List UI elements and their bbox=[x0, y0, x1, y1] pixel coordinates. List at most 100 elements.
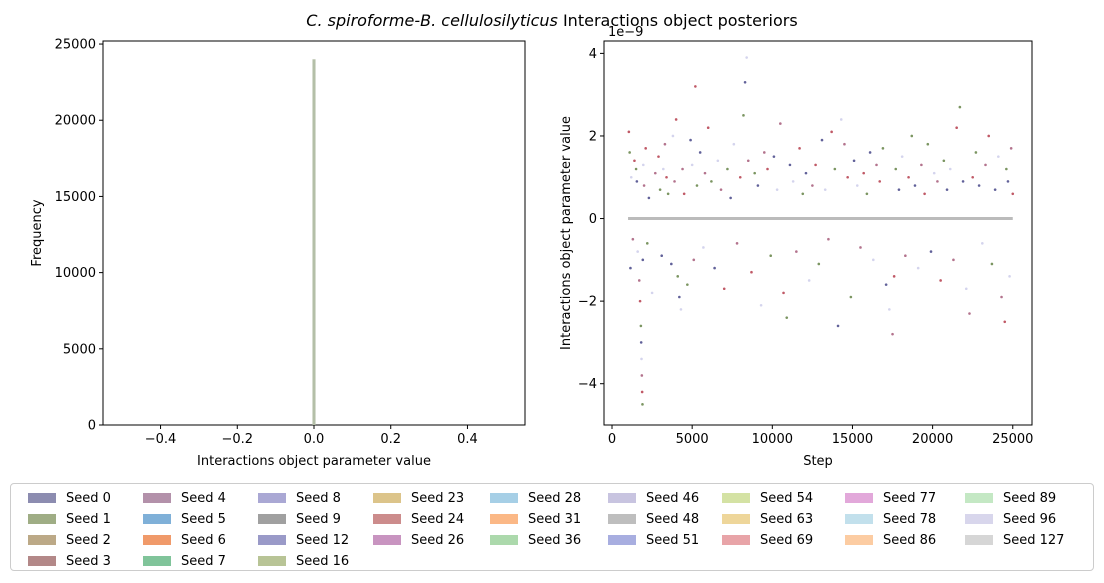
trace-point bbox=[694, 85, 697, 88]
trace-point bbox=[811, 184, 814, 187]
trace-y-axis-label: Interactions object parameter value bbox=[559, 116, 574, 350]
trace-point bbox=[984, 163, 987, 167]
trace-point bbox=[894, 167, 898, 171]
trace-point bbox=[904, 254, 907, 258]
trace-point bbox=[692, 258, 696, 262]
trace-axes: 0 5000 10000 15000 20000 25000 −4 −2 0 2 4 1e−9 S… bbox=[559, 25, 1033, 469]
trace-point bbox=[695, 184, 699, 187]
legend-swatch bbox=[490, 535, 518, 545]
trace-point bbox=[865, 192, 869, 196]
trace-point bbox=[682, 192, 686, 196]
trace-point bbox=[633, 159, 636, 163]
trace-y-tick-label: −4 bbox=[578, 377, 597, 392]
trace-point bbox=[862, 171, 865, 175]
trace-point bbox=[884, 283, 888, 286]
legend-swatch bbox=[845, 514, 873, 524]
legend-label: Seed 7 bbox=[181, 553, 226, 569]
trace-y-tick-label: 2 bbox=[589, 129, 597, 144]
trace-point bbox=[753, 171, 756, 175]
trace-point bbox=[662, 167, 665, 171]
trace-point bbox=[849, 295, 853, 299]
trace-point bbox=[846, 175, 849, 179]
legend-label: Seed 1 bbox=[66, 511, 111, 527]
trace-point bbox=[872, 258, 875, 262]
trace-point bbox=[798, 147, 801, 150]
trace-point bbox=[726, 167, 729, 171]
trace-point bbox=[971, 175, 974, 179]
trace-point bbox=[641, 258, 645, 262]
legend-item: Seed 5 bbox=[143, 511, 226, 527]
trace-point bbox=[916, 266, 920, 270]
legend-item: Seed 3 bbox=[28, 553, 111, 569]
trace-point bbox=[644, 147, 647, 150]
trace-point bbox=[891, 332, 894, 336]
trace-point bbox=[665, 175, 668, 179]
legend-label: Seed 6 bbox=[181, 532, 226, 548]
trace-point bbox=[843, 142, 846, 146]
trace-point bbox=[710, 180, 713, 183]
trace-point bbox=[750, 270, 753, 274]
trace-point bbox=[645, 242, 649, 245]
trace-point bbox=[660, 254, 664, 258]
trace-point bbox=[756, 184, 760, 187]
trace-point bbox=[639, 324, 643, 328]
trace-point bbox=[785, 316, 789, 319]
trace-point bbox=[1005, 167, 1008, 171]
trace-point bbox=[987, 134, 991, 138]
trace-y-tick-label: 0 bbox=[589, 212, 597, 227]
trace-point bbox=[676, 275, 680, 278]
legend-item: Seed 24 bbox=[373, 511, 464, 527]
trace-point bbox=[1000, 295, 1003, 299]
trace-point bbox=[801, 192, 805, 196]
trace-point bbox=[990, 262, 994, 266]
trace-point bbox=[788, 163, 792, 167]
trace-point bbox=[881, 147, 885, 150]
legend-item: Seed 12 bbox=[258, 532, 349, 548]
trace-y-tick-label: 4 bbox=[589, 47, 597, 62]
histogram-x-axis-label: Interactions object parameter value bbox=[197, 454, 431, 469]
legend-item: Seed 26 bbox=[373, 532, 464, 548]
trace-point bbox=[650, 291, 654, 295]
legend-item: Seed 77 bbox=[845, 490, 936, 506]
legend-swatch bbox=[373, 514, 401, 524]
legend-label: Seed 54 bbox=[760, 490, 814, 506]
trace-point bbox=[653, 171, 657, 175]
trace-point bbox=[686, 283, 689, 286]
trace-x-tick-label: 10000 bbox=[752, 432, 793, 447]
trace-point bbox=[635, 180, 639, 183]
trace-point bbox=[958, 105, 962, 109]
trace-point bbox=[716, 159, 720, 163]
legend-swatch bbox=[608, 514, 636, 524]
legend-item: Seed 78 bbox=[845, 511, 936, 527]
trace-point bbox=[702, 246, 705, 249]
legend-swatch bbox=[28, 493, 56, 503]
trace-point bbox=[640, 357, 643, 361]
legend-swatch bbox=[490, 493, 518, 503]
trace-point bbox=[706, 126, 710, 130]
legend-item: Seed 6 bbox=[143, 532, 226, 548]
legend-label: Seed 77 bbox=[883, 490, 937, 506]
legend-item: Seed 96 bbox=[965, 511, 1056, 527]
trace-point bbox=[671, 134, 675, 138]
trace-point bbox=[641, 163, 645, 167]
histogram-y-tick-label: 10000 bbox=[55, 266, 96, 281]
trace-point bbox=[629, 175, 633, 179]
trace-point bbox=[779, 122, 782, 125]
trace-point bbox=[689, 138, 692, 142]
legend: Seed 0 Seed 1 Seed 2 Seed 3 Seed 4 Seed 5 Seed… bbox=[10, 483, 1094, 571]
histogram-y-tick-label: 15000 bbox=[55, 190, 96, 205]
trace-point bbox=[974, 151, 978, 154]
histogram-y-tick-label: 25000 bbox=[55, 38, 96, 53]
trace-point bbox=[955, 126, 958, 130]
legend-swatch bbox=[722, 535, 750, 545]
trace-point bbox=[817, 262, 821, 266]
trace-point bbox=[839, 118, 843, 121]
trace-point bbox=[900, 155, 904, 158]
trace-point bbox=[1008, 275, 1011, 278]
trace-point bbox=[762, 151, 766, 154]
histogram-x-tick-label: 0.0 bbox=[304, 432, 325, 447]
legend-label: Seed 4 bbox=[181, 490, 226, 506]
legend-swatch bbox=[28, 535, 56, 545]
trace-point bbox=[629, 266, 632, 270]
trace-x-tick-label: 0 bbox=[608, 432, 616, 447]
